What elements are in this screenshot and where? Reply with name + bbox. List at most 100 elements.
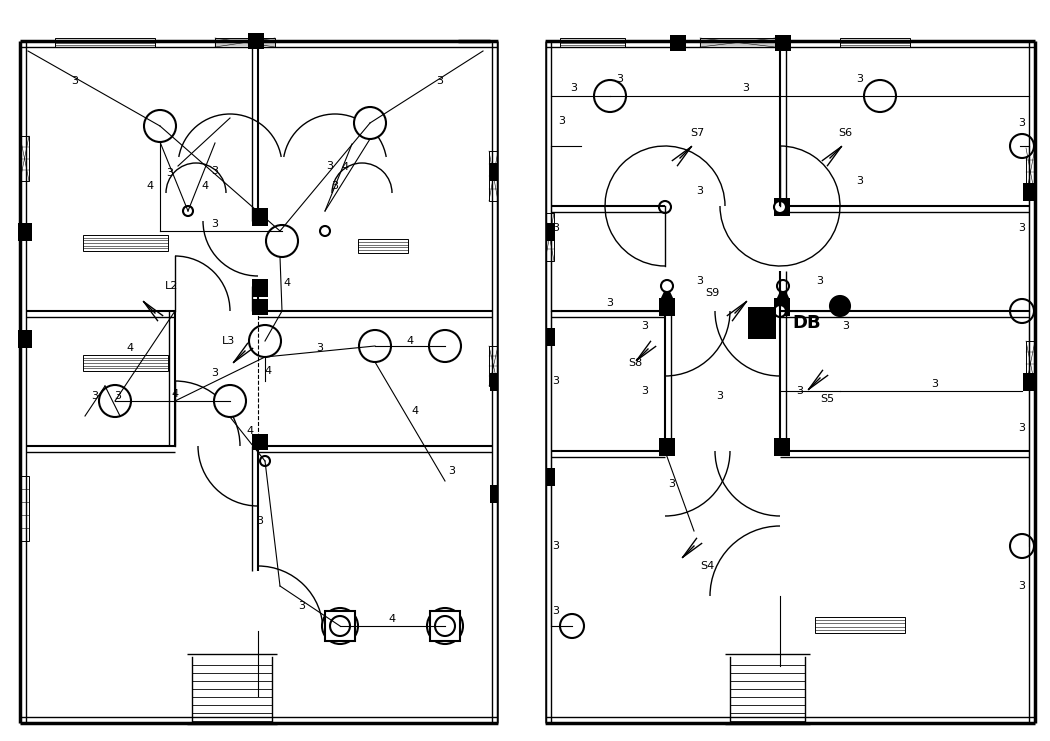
Bar (248, 33, 264, 49)
Text: 3: 3 (696, 276, 704, 286)
Text: 3: 3 (332, 181, 338, 191)
Bar (358, 239, 408, 253)
Bar (670, 35, 686, 51)
Text: 3: 3 (817, 276, 823, 286)
Bar (1026, 341, 1035, 386)
Text: S4: S4 (700, 561, 714, 571)
Text: 4: 4 (146, 181, 153, 191)
Text: 3: 3 (616, 74, 624, 84)
Text: 3: 3 (642, 321, 649, 331)
Circle shape (322, 608, 358, 644)
Text: 3: 3 (742, 83, 750, 93)
Polygon shape (660, 285, 673, 299)
Text: L2: L2 (165, 281, 178, 291)
Bar (748, 307, 776, 339)
Bar (1023, 183, 1037, 201)
Text: 4: 4 (341, 162, 349, 172)
Text: 4: 4 (171, 389, 178, 399)
Circle shape (427, 608, 463, 644)
Bar (430, 611, 460, 641)
Bar (659, 298, 675, 316)
Bar (20, 136, 29, 181)
Circle shape (214, 385, 246, 417)
Text: 3: 3 (552, 541, 560, 551)
Bar (541, 223, 555, 241)
Text: 3: 3 (607, 298, 613, 308)
Circle shape (560, 614, 584, 638)
Text: S7: S7 (690, 128, 705, 138)
Circle shape (1010, 134, 1034, 158)
Bar (490, 163, 506, 181)
Circle shape (330, 616, 350, 636)
Text: 3: 3 (1018, 118, 1026, 128)
Bar (252, 208, 268, 226)
Bar (252, 299, 268, 315)
Circle shape (830, 296, 850, 316)
Text: 3: 3 (559, 116, 566, 126)
Text: S9: S9 (706, 288, 720, 298)
Circle shape (774, 305, 786, 317)
Text: 3: 3 (1018, 581, 1026, 591)
Circle shape (249, 325, 281, 357)
Text: 3: 3 (437, 76, 443, 86)
Bar (18, 330, 32, 348)
Bar (20, 476, 29, 541)
Circle shape (354, 107, 386, 139)
Bar (541, 468, 555, 486)
Text: 3: 3 (669, 479, 675, 489)
Text: 4: 4 (265, 366, 272, 376)
Bar (775, 35, 791, 51)
Bar (545, 213, 554, 261)
Circle shape (359, 330, 391, 362)
Circle shape (429, 330, 461, 362)
Text: 3: 3 (256, 516, 264, 526)
Text: 4: 4 (126, 343, 133, 353)
Circle shape (266, 225, 298, 257)
Text: 3: 3 (552, 606, 560, 616)
Bar (252, 279, 268, 297)
Polygon shape (748, 307, 776, 339)
Text: 4: 4 (202, 181, 209, 191)
Circle shape (183, 206, 193, 216)
Text: 3: 3 (842, 321, 849, 331)
Text: 3: 3 (1018, 423, 1026, 433)
Bar (774, 438, 790, 456)
Bar (215, 38, 275, 47)
Text: 3: 3 (797, 386, 803, 396)
Bar (18, 223, 32, 241)
Text: 3: 3 (91, 391, 99, 401)
Text: 3: 3 (316, 343, 323, 353)
Text: L3: L3 (222, 336, 235, 346)
Bar (490, 373, 506, 391)
Circle shape (144, 110, 176, 142)
Text: 3: 3 (642, 386, 649, 396)
Text: 3: 3 (570, 83, 578, 93)
Text: 3: 3 (696, 186, 704, 196)
Text: 3: 3 (857, 74, 863, 84)
Circle shape (1010, 534, 1034, 558)
Text: 4: 4 (388, 614, 396, 624)
Bar (490, 485, 506, 503)
Bar (83, 235, 168, 251)
Circle shape (659, 201, 671, 213)
Circle shape (774, 201, 786, 213)
Text: 3: 3 (1018, 223, 1026, 233)
Bar (541, 328, 555, 346)
Text: 3: 3 (448, 466, 456, 476)
Text: 3: 3 (327, 161, 334, 171)
Bar (326, 611, 355, 641)
Bar (774, 298, 790, 316)
Text: S6: S6 (838, 128, 853, 138)
Text: 3: 3 (114, 391, 122, 401)
Text: 3: 3 (931, 379, 939, 389)
Text: 4: 4 (247, 426, 253, 436)
Text: 3: 3 (211, 368, 218, 378)
Circle shape (662, 280, 673, 292)
Bar (700, 38, 775, 47)
Text: DB: DB (792, 314, 821, 332)
Text: 3: 3 (71, 76, 79, 86)
Text: 3: 3 (167, 168, 173, 178)
Bar (815, 617, 905, 633)
Text: 3: 3 (211, 166, 218, 176)
Bar (252, 434, 268, 450)
